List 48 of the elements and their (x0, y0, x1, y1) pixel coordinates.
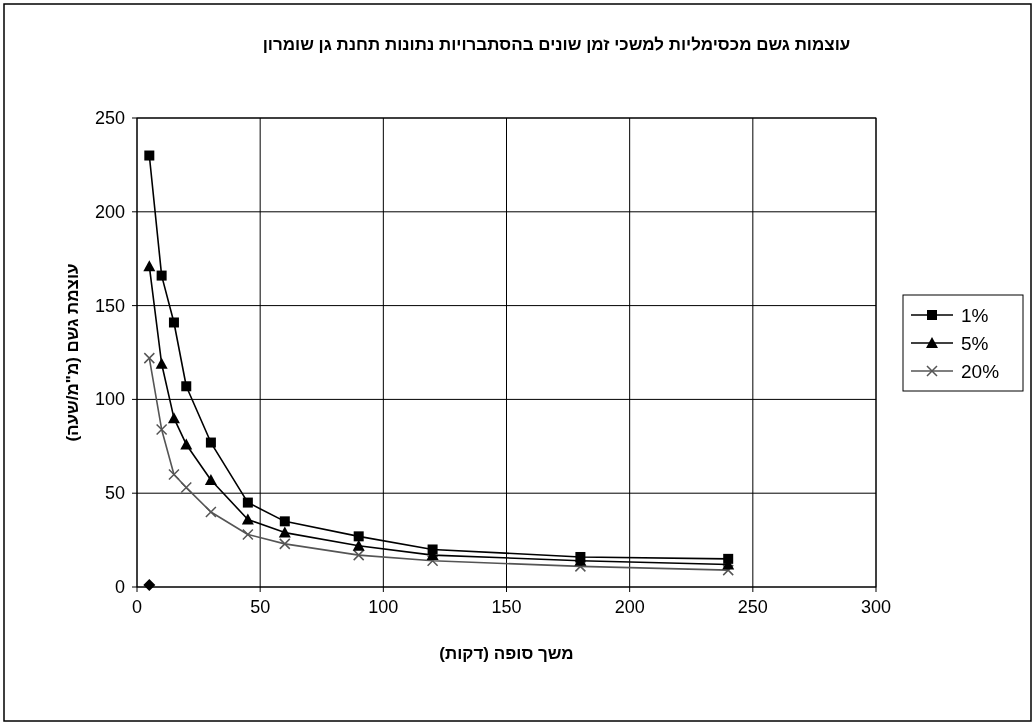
point (168, 317, 179, 328)
legend-label: 20% (961, 361, 1000, 382)
point (205, 506, 217, 518)
x-tick-label: 50 (250, 597, 271, 617)
legend-label: 1% (961, 305, 989, 326)
y-tick-label: 250 (94, 108, 125, 128)
x-tick-label: 0 (131, 597, 143, 617)
point (205, 437, 216, 448)
point (156, 270, 167, 281)
point (181, 381, 192, 392)
point (722, 564, 734, 576)
point (278, 526, 291, 538)
x-tick-label: 200 (614, 597, 645, 617)
point (204, 474, 217, 486)
point (167, 412, 180, 424)
chart-title: עוצמות גשם מכסימליות למשכי זמן שונים בהסתברויות נתונות תחנת גן שומרון (262, 35, 851, 54)
point (155, 357, 168, 369)
point (143, 579, 156, 592)
y-tick-label: 200 (94, 201, 125, 222)
y-tick-label: 150 (94, 295, 125, 316)
point (155, 423, 168, 436)
x-tick-label: 300 (860, 597, 892, 617)
point (352, 549, 365, 561)
point (723, 553, 734, 564)
y-tick-label: 50 (104, 483, 125, 504)
point (279, 538, 291, 550)
point (427, 544, 438, 555)
point (353, 531, 364, 542)
y-tick-label: 0 (114, 577, 125, 597)
y-axis-title: עוצמת גשם (מ"מ/שעה) (63, 263, 82, 442)
legend-label: 5% (961, 333, 989, 354)
point (180, 438, 193, 450)
point (241, 513, 254, 525)
point (144, 150, 155, 161)
point (575, 551, 586, 562)
x-axis-title: משך סופה (דקות) (439, 644, 574, 663)
point (168, 468, 180, 481)
point (279, 516, 290, 527)
point (143, 260, 156, 272)
x-tick-label: 100 (368, 597, 399, 617)
x-tick-label: 150 (491, 597, 522, 617)
point (242, 497, 253, 508)
point (242, 528, 254, 541)
x-tick-label: 250 (737, 597, 768, 617)
point (426, 554, 439, 567)
point (180, 481, 193, 494)
y-tick-label: 100 (94, 389, 125, 410)
point (143, 352, 156, 364)
